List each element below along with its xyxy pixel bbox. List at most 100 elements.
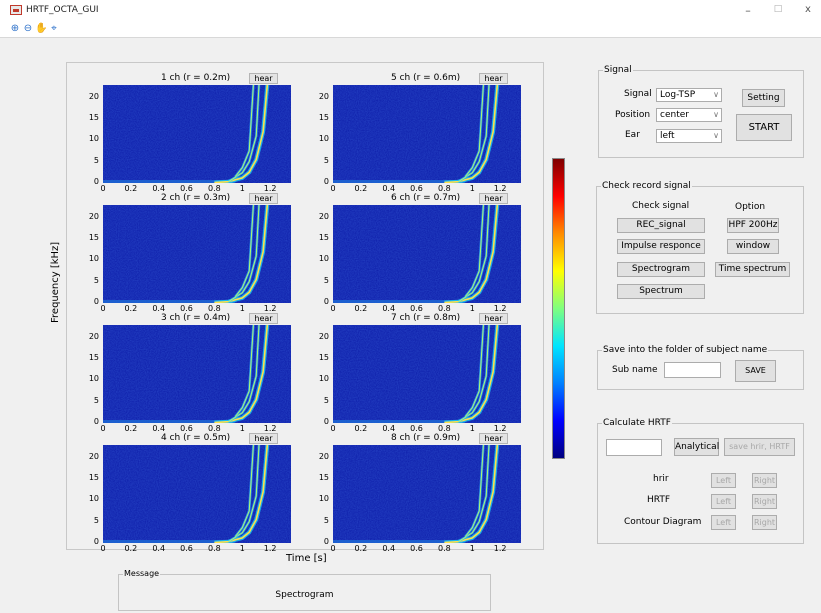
start-button[interactable]: START xyxy=(736,114,792,141)
hrtf-label: HRTF xyxy=(647,495,671,505)
y-tick-label: 0 xyxy=(323,417,329,426)
x-tick-label: 0.8 xyxy=(438,184,451,193)
x-tick-label: 0 xyxy=(330,184,336,193)
subplot-title-bar: 5 ch (r = 0.6m) hear xyxy=(315,73,525,85)
hrtf-left-button[interactable]: Left xyxy=(711,494,736,509)
colorbar xyxy=(552,158,565,459)
x-tick-label: 0.4 xyxy=(382,424,396,433)
message-box: Message Spectrogram xyxy=(118,569,491,611)
hear-button[interactable]: hear xyxy=(479,73,508,84)
y-tick-label: 15 xyxy=(318,113,329,123)
hrir-right-button[interactable]: Right xyxy=(752,473,777,488)
y-tick-label: 15 xyxy=(88,473,99,483)
hear-button[interactable]: hear xyxy=(479,433,508,444)
position-select[interactable]: center ∨ xyxy=(656,108,722,122)
x-tick-label: 1.2 xyxy=(263,544,277,553)
hear-button[interactable]: hear xyxy=(479,313,508,324)
x-tick-label: 1 xyxy=(239,184,245,193)
hrir-left-button[interactable]: Left xyxy=(711,473,736,488)
check-record-signal-title: Check record signal xyxy=(601,181,692,191)
spectrum-button[interactable]: Spectrum xyxy=(617,284,705,299)
analytical-button[interactable]: Analytical xyxy=(674,438,719,456)
hrtf-right-button[interactable]: Right xyxy=(752,494,777,509)
spectrogram-axes xyxy=(333,85,521,183)
maximize-button[interactable]: □ xyxy=(773,4,783,14)
subplot-title: 6 ch (r = 0.7m) xyxy=(391,193,461,203)
check-signal-label: Check signal xyxy=(632,201,690,211)
x-tick-label: 0 xyxy=(330,304,336,313)
sweep-harmonic-1 xyxy=(214,445,269,543)
subplot-title: 4 ch (r = 0.5m) xyxy=(161,433,231,443)
zoom-in-icon[interactable]: ⊕ xyxy=(10,23,20,34)
contour-left-button[interactable]: Left xyxy=(711,515,736,530)
spectrogram-noise xyxy=(103,445,291,543)
close-button[interactable]: x xyxy=(805,4,811,15)
x-tick-label: 0.6 xyxy=(410,424,423,433)
hrtf-input[interactable] xyxy=(606,439,662,456)
save-hrir-hrtf-button[interactable]: save hrir, HRTF xyxy=(724,438,795,456)
sweep-harmonic-3 xyxy=(464,205,484,297)
hrir-label: hrir xyxy=(653,474,669,484)
spectrogram-button[interactable]: Spectrogram xyxy=(617,262,705,277)
x-tick-label: 0.4 xyxy=(382,304,396,313)
x-tick-label: 0.8 xyxy=(438,424,451,433)
pan-icon[interactable]: ✋ xyxy=(35,23,48,34)
y-tick-label: 10 xyxy=(318,494,329,504)
hpf-200hz-button[interactable]: HPF 200Hz xyxy=(727,218,779,233)
sweep-harmonic-3 xyxy=(464,325,484,417)
calculate-hrtf-title: Calculate HRTF xyxy=(602,418,672,428)
position-label: Position xyxy=(615,110,651,120)
impulse-response-button[interactable]: Impulse responce xyxy=(617,239,705,254)
sweep-harmonic-3 xyxy=(234,325,254,417)
sweep-harmonic-3 xyxy=(234,445,254,537)
spectrogram-subplot: 1 ch (r = 0.2m) hear 20 15 10 5 0 0 0.2 0.4 0.6 0.8… xyxy=(85,73,295,193)
hear-button[interactable]: hear xyxy=(249,433,278,444)
x-tick-label: 1.2 xyxy=(493,424,507,433)
time-spectrum-button[interactable]: Time spectrum xyxy=(715,262,790,277)
x-tick-label: 0.2 xyxy=(354,424,368,433)
y-tick-label: 5 xyxy=(93,515,99,525)
y-tick-label: 0 xyxy=(93,417,99,426)
data-cursor-icon[interactable]: ⌖ xyxy=(51,23,57,34)
subplot-title-bar: 7 ch (r = 0.8m) hear xyxy=(315,313,525,325)
hear-button[interactable]: hear xyxy=(479,193,508,204)
minimize-button[interactable]: – xyxy=(745,4,751,17)
x-tick-label: 0.8 xyxy=(208,544,221,553)
x-tick-label: 0.4 xyxy=(382,184,396,193)
y-tick-label: 0 xyxy=(93,177,99,186)
spectrogram-noise xyxy=(333,325,521,423)
low-frequency-band xyxy=(103,180,236,183)
zoom-out-icon[interactable]: ⊖ xyxy=(23,23,33,34)
hear-button[interactable]: hear xyxy=(249,313,278,324)
rec-signal-button[interactable]: REC_signal xyxy=(617,218,705,233)
setting-button[interactable]: Setting xyxy=(742,89,785,107)
low-frequency-band xyxy=(333,180,466,183)
signal-select[interactable]: Log-TSP ∨ xyxy=(656,88,722,102)
y-tick-label: 15 xyxy=(88,113,99,123)
subplot-title: 2 ch (r = 0.3m) xyxy=(161,193,231,203)
y-tick-label: 0 xyxy=(93,537,99,546)
app-icon xyxy=(10,5,22,15)
x-tick-label: 0.8 xyxy=(438,304,451,313)
figure-toolbar: ⊕ ⊖ ✋ ⌖ xyxy=(0,22,821,38)
subplot-title: 3 ch (r = 0.4m) xyxy=(161,313,231,323)
x-tick-label: 0.8 xyxy=(438,544,451,553)
hear-button[interactable]: hear xyxy=(249,193,278,204)
x-tick-label: 0.2 xyxy=(124,304,138,313)
chevron-down-icon: ∨ xyxy=(713,90,719,99)
sub-name-label: Sub name xyxy=(612,365,658,375)
hear-button[interactable]: hear xyxy=(249,73,278,84)
sweep-harmonic-3 xyxy=(234,85,254,177)
ear-select[interactable]: left ∨ xyxy=(656,129,722,143)
contour-right-button[interactable]: Right xyxy=(752,515,777,530)
save-button[interactable]: SAVE xyxy=(735,360,776,382)
x-tick-label: 0.6 xyxy=(180,544,193,553)
low-frequency-band xyxy=(103,420,236,423)
y-tick-label: 5 xyxy=(323,515,329,525)
spectrogram-noise xyxy=(103,85,291,183)
y-tick-label: 20 xyxy=(318,451,329,461)
chevron-down-icon: ∨ xyxy=(713,131,719,140)
window-button[interactable]: window xyxy=(727,239,779,254)
y-tick-label: 0 xyxy=(93,297,99,306)
sub-name-input[interactable] xyxy=(664,362,721,378)
